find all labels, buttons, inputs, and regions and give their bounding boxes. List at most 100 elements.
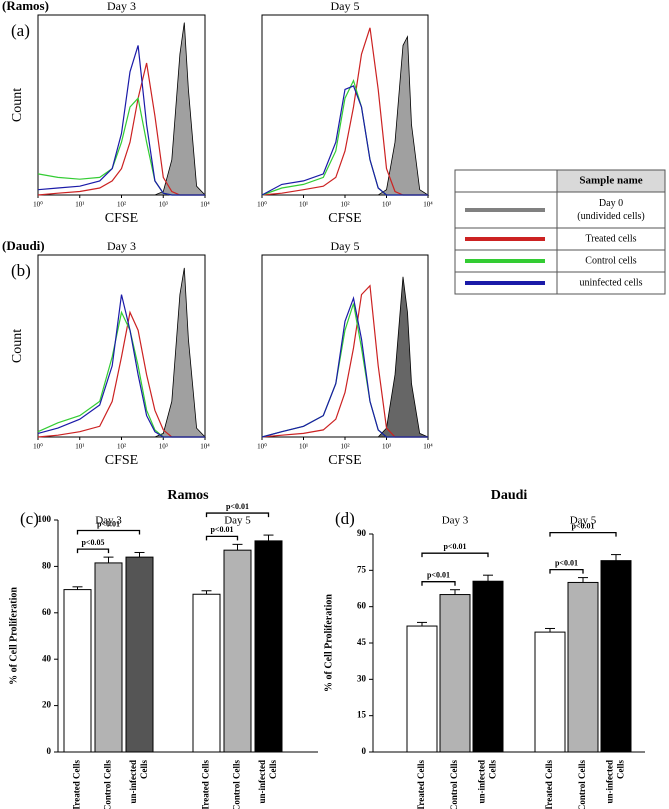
x-tick-label: 10⁴: [200, 443, 210, 451]
chart-title: Ramos: [167, 488, 209, 503]
histogram-area: [38, 267, 206, 438]
category-label: Control Cells: [449, 760, 459, 809]
bar: [406, 625, 438, 753]
significance-label: p<0.01: [210, 525, 233, 534]
y-tick-label: 20: [42, 700, 52, 710]
bar: [125, 556, 154, 753]
histogram-area: [262, 35, 430, 196]
x-axis-label: CFSE: [105, 453, 138, 468]
x-tick-label: 10¹: [299, 443, 308, 451]
x-tick-label: 10³: [159, 443, 168, 451]
significance-bracket: [205, 535, 239, 541]
panel-title: Day 3: [107, 239, 136, 253]
y-tick-label: 15: [357, 710, 367, 720]
bar: [254, 540, 283, 753]
x-tick-label: 10³: [159, 201, 168, 209]
x-tick-label: 10¹: [299, 201, 308, 209]
significance-label: p<0.01: [571, 521, 594, 530]
y-tick-label: 60: [42, 607, 52, 617]
category-label: Control Cells: [103, 760, 113, 809]
x-tick-label: 10⁰: [257, 201, 267, 209]
legend-label: (undivided cells): [577, 211, 644, 222]
panel-title: Day 5: [331, 0, 360, 13]
panel-title: Day 3: [107, 0, 136, 13]
legend-label: uninfected cells: [579, 277, 642, 288]
category-label: Cells: [139, 760, 149, 779]
x-tick-label: 10⁴: [423, 443, 433, 451]
category-label: un-infected: [257, 760, 267, 804]
category-label: un-infected: [128, 760, 138, 804]
histogram-area: [38, 22, 206, 196]
significance-bracket: [76, 529, 141, 535]
bar: [192, 593, 221, 753]
group-label: Day 5: [570, 515, 597, 527]
legend-header: Sample name: [579, 175, 642, 187]
y-tick-label: 90: [357, 528, 367, 538]
cell-line-label: (Ramos): [2, 0, 49, 13]
category-label: Treated Cells: [72, 760, 82, 809]
x-tick-label: 10¹: [75, 201, 84, 209]
bar: [439, 594, 471, 753]
histogram-area: [262, 276, 429, 438]
bar: [63, 589, 92, 753]
y-tick-label: 60: [357, 601, 367, 611]
y-tick-label: 0: [362, 746, 367, 756]
group-label: Day 3: [442, 515, 469, 527]
y-tick-label: 40: [42, 653, 52, 663]
y-axis-label: Count: [10, 88, 25, 122]
y-tick-label: 100: [38, 514, 52, 524]
y-tick-label: 45: [357, 637, 367, 647]
legend-label: Control cells: [585, 255, 636, 266]
histogram-line: [37, 294, 205, 438]
x-axis-label: CFSE: [328, 211, 361, 226]
significance-bracket: [549, 531, 617, 537]
category-label: Treated Cells: [544, 760, 554, 809]
significance-label: p<0.01: [443, 542, 466, 551]
x-tick-label: 10³: [382, 201, 391, 209]
panel-label: (a): [11, 21, 30, 40]
x-tick-label: 10⁰: [33, 443, 43, 451]
x-tick-label: 10²: [117, 201, 126, 209]
x-axis-label: CFSE: [105, 211, 138, 226]
x-tick-label: 10³: [382, 443, 391, 451]
significance-bracket: [205, 512, 270, 518]
significance-bracket: [549, 568, 584, 574]
bar: [223, 549, 252, 753]
y-tick-label: 0: [47, 746, 52, 756]
significance-bracket: [76, 548, 110, 554]
significance-label: p<0.01: [555, 558, 578, 567]
x-tick-label: 10²: [340, 201, 349, 209]
x-tick-label: 10⁴: [200, 201, 210, 209]
significance-label: p<0.01: [226, 502, 249, 511]
significance-label: p<0.01: [427, 571, 450, 580]
x-axis-label: CFSE: [328, 453, 361, 468]
group-label: Day 5: [224, 515, 251, 527]
significance-label: p<0.05: [81, 538, 104, 547]
significance-label: p<0.01: [97, 519, 120, 528]
legend-label: Day 0: [599, 198, 623, 209]
category-label: Cells: [616, 760, 626, 779]
category-label: un-infected: [605, 760, 615, 804]
y-axis-label: Count: [10, 329, 25, 363]
category-label: Control Cells: [232, 760, 242, 809]
significance-bracket: [421, 581, 456, 586]
category-label: Cells: [488, 760, 498, 779]
y-tick-label: 30: [357, 673, 367, 683]
category-label: Treated Cells: [201, 760, 211, 809]
bar: [600, 560, 632, 753]
x-tick-label: 10²: [340, 443, 349, 451]
panel-label: (d): [335, 509, 355, 528]
bar: [567, 581, 599, 753]
y-tick-label: 80: [42, 560, 52, 570]
x-tick-label: 10¹: [75, 443, 84, 451]
bar: [472, 580, 504, 753]
histogram-line: [37, 45, 205, 196]
x-tick-label: 10⁴: [423, 201, 433, 209]
y-axis-label: % of Cell Proliferation: [323, 594, 334, 692]
histogram-line: [261, 85, 428, 196]
panel-label: (b): [11, 261, 31, 280]
y-tick-label: 75: [357, 564, 367, 574]
panel-label: (c): [20, 509, 39, 528]
significance-bracket: [421, 552, 489, 558]
